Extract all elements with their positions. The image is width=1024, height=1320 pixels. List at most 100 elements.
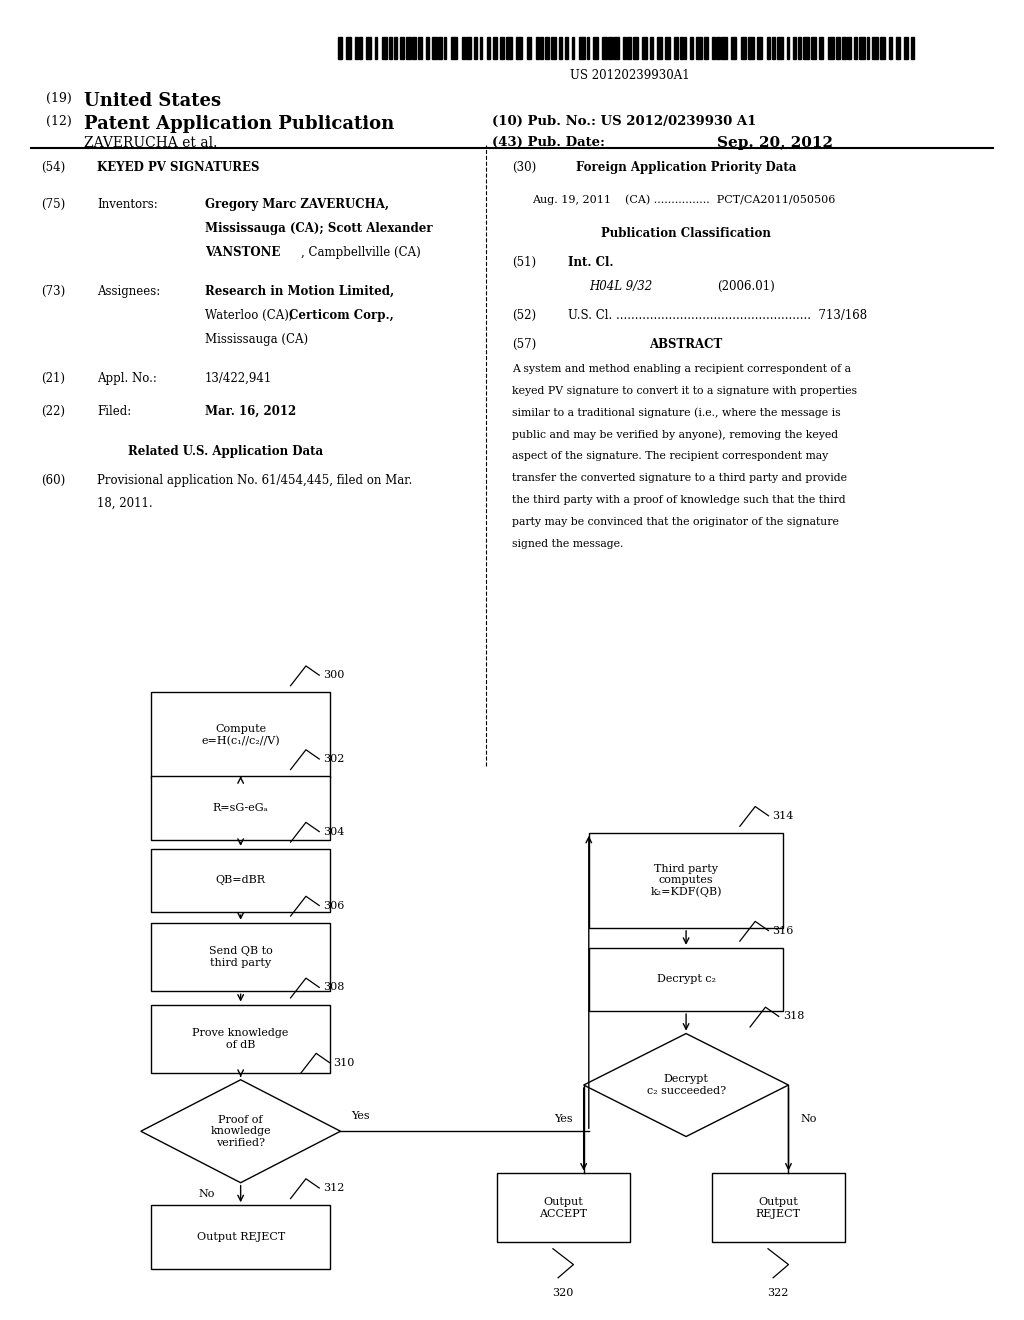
Text: (10) Pub. No.: US 2012/0239930 A1: (10) Pub. No.: US 2012/0239930 A1 — [492, 115, 756, 128]
Text: 302: 302 — [324, 754, 345, 764]
Bar — [705, 37, 708, 59]
Text: Inventors:: Inventors: — [97, 198, 158, 211]
Bar — [551, 37, 556, 59]
FancyBboxPatch shape — [589, 948, 783, 1011]
Text: Yes: Yes — [554, 1114, 572, 1125]
Bar — [467, 37, 471, 59]
Bar — [656, 37, 662, 59]
Bar — [462, 37, 465, 59]
Text: 314: 314 — [773, 810, 794, 821]
Bar — [500, 37, 504, 59]
FancyBboxPatch shape — [152, 692, 330, 777]
Text: signed the message.: signed the message. — [512, 539, 624, 549]
Text: (2006.01): (2006.01) — [717, 280, 774, 293]
FancyBboxPatch shape — [152, 923, 330, 991]
Bar — [650, 37, 653, 59]
Text: 316: 316 — [773, 925, 794, 936]
Bar — [623, 37, 626, 59]
Bar — [400, 37, 403, 59]
Text: Output
REJECT: Output REJECT — [756, 1197, 801, 1218]
Bar — [516, 37, 522, 59]
Text: 308: 308 — [324, 982, 345, 993]
Bar — [432, 37, 436, 59]
Text: KEYED PV SIGNATURES: KEYED PV SIGNATURES — [97, 161, 260, 174]
Bar — [389, 37, 392, 59]
Text: U.S. Cl. ....................................................  713/168: U.S. Cl. ...............................… — [568, 309, 867, 322]
Text: Int. Cl.: Int. Cl. — [568, 256, 613, 269]
Bar — [757, 37, 762, 59]
Text: A system and method enabling a recipient correspondent of a: A system and method enabling a recipient… — [512, 364, 851, 375]
Bar — [413, 37, 416, 59]
Text: Research in Motion Limited,: Research in Motion Limited, — [205, 285, 394, 298]
Text: public and may be verified by anyone), removing the keyed: public and may be verified by anyone), r… — [512, 430, 838, 441]
Text: Output
ACCEPT: Output ACCEPT — [540, 1197, 587, 1218]
Bar — [843, 37, 846, 59]
Bar — [681, 37, 683, 59]
Bar — [748, 37, 754, 59]
Text: Sep. 20, 2012: Sep. 20, 2012 — [717, 136, 833, 150]
FancyBboxPatch shape — [152, 1005, 330, 1073]
Bar — [426, 37, 429, 59]
Bar — [580, 37, 585, 59]
Bar — [541, 37, 543, 59]
Text: (22): (22) — [41, 405, 65, 418]
Bar — [545, 37, 549, 59]
Bar — [890, 37, 892, 59]
Text: 18, 2011.: 18, 2011. — [97, 496, 153, 510]
Text: US 20120239930A1: US 20120239930A1 — [570, 69, 689, 82]
Text: 310: 310 — [334, 1057, 355, 1068]
Text: (43) Pub. Date:: (43) Pub. Date: — [492, 136, 604, 149]
Bar — [911, 37, 913, 59]
Text: similar to a traditional signature (i.e., where the message is: similar to a traditional signature (i.e.… — [512, 408, 841, 418]
Text: Proof of
knowledge
verified?: Proof of knowledge verified? — [210, 1114, 271, 1148]
Text: Mississauga (CA): Mississauga (CA) — [205, 333, 308, 346]
Text: Third party
computes
k₂=KDF(QB): Third party computes k₂=KDF(QB) — [650, 863, 722, 898]
Text: (75): (75) — [41, 198, 66, 211]
Bar — [803, 37, 809, 59]
Bar — [479, 37, 482, 59]
Text: Decrypt
c₂ succeeded?: Decrypt c₂ succeeded? — [646, 1074, 726, 1096]
Bar — [684, 37, 686, 59]
FancyBboxPatch shape — [152, 1205, 330, 1269]
Text: (51): (51) — [512, 256, 537, 269]
Text: (19): (19) — [46, 92, 72, 106]
Text: (30): (30) — [512, 161, 537, 174]
Polygon shape — [584, 1034, 788, 1137]
Bar — [452, 37, 458, 59]
Bar — [854, 37, 857, 59]
Bar — [338, 37, 341, 59]
Bar — [602, 37, 607, 59]
Text: Mississauga (CA); Scott Alexander: Mississauga (CA); Scott Alexander — [205, 222, 432, 235]
Text: H04L 9/32: H04L 9/32 — [589, 280, 652, 293]
Bar — [787, 37, 790, 59]
Text: 306: 306 — [324, 900, 345, 911]
Text: Compute
e=H(c₁//c₂//V): Compute e=H(c₁//c₂//V) — [202, 725, 280, 746]
Bar — [565, 37, 567, 59]
Text: Aug. 19, 2011    (CA) ................  PCT/CA2011/050506: Aug. 19, 2011 (CA) ................ PCT/… — [532, 194, 836, 205]
Bar — [881, 37, 885, 59]
Polygon shape — [140, 1080, 340, 1183]
Text: 322: 322 — [768, 1288, 788, 1299]
Text: 304: 304 — [324, 826, 345, 837]
Bar — [836, 37, 840, 59]
Bar — [367, 37, 371, 59]
Bar — [633, 37, 638, 59]
Bar — [847, 37, 851, 59]
FancyBboxPatch shape — [152, 849, 330, 912]
Text: 320: 320 — [553, 1288, 573, 1299]
Bar — [608, 37, 612, 59]
Bar — [642, 37, 647, 59]
Text: Publication Classification: Publication Classification — [601, 227, 771, 240]
Text: aspect of the signature. The recipient correspondent may: aspect of the signature. The recipient c… — [512, 451, 828, 462]
Text: QB=dBR: QB=dBR — [216, 875, 265, 886]
Text: United States: United States — [84, 92, 221, 111]
Text: Mar. 16, 2012: Mar. 16, 2012 — [205, 405, 296, 418]
Bar — [731, 37, 736, 59]
Text: No: No — [199, 1189, 215, 1199]
Text: VANSTONE: VANSTONE — [205, 246, 281, 259]
Bar — [793, 37, 797, 59]
Bar — [767, 37, 770, 59]
Text: Appl. No.:: Appl. No.: — [97, 372, 157, 385]
Bar — [407, 37, 411, 59]
Text: Certicom Corp.,: Certicom Corp., — [289, 309, 393, 322]
